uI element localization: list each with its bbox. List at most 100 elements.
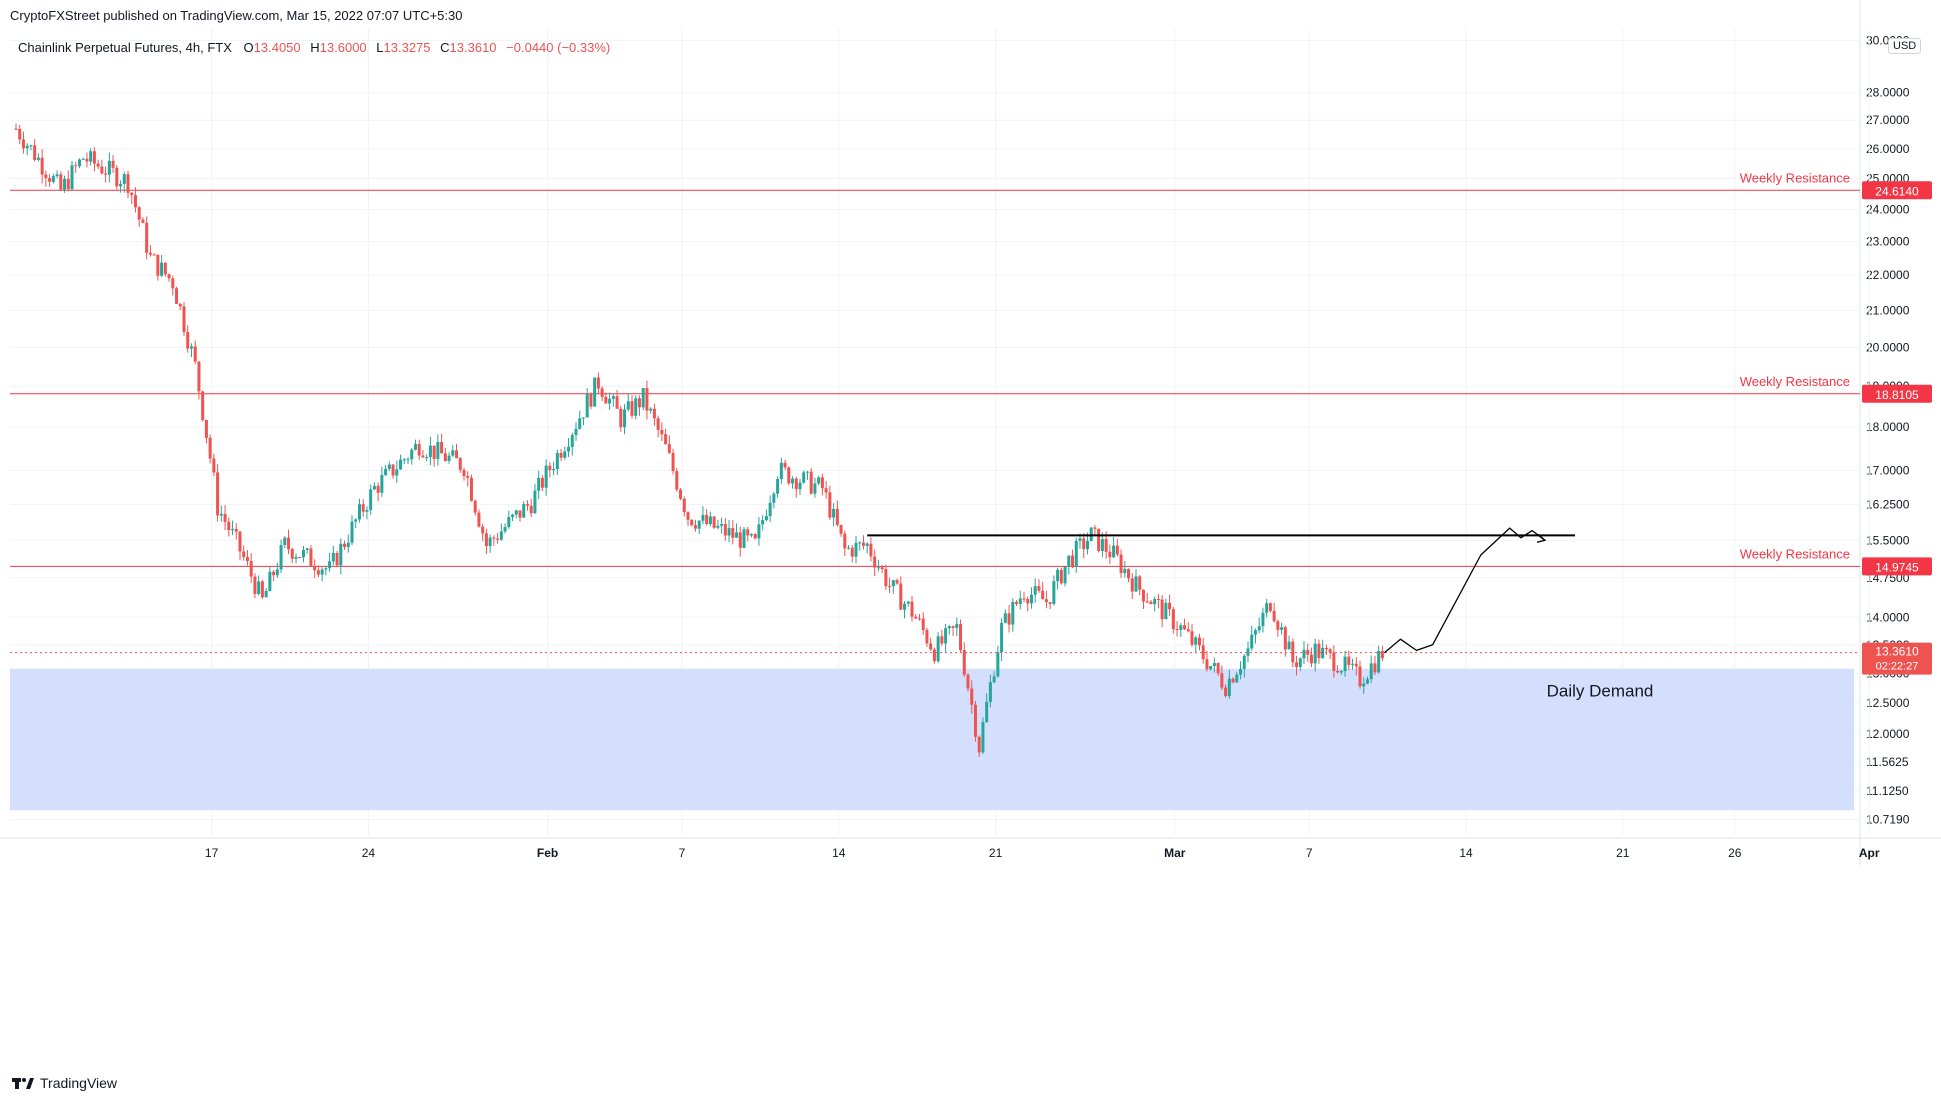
candle-body — [794, 478, 798, 490]
candle-body — [1018, 598, 1022, 604]
candle-body — [1250, 634, 1254, 649]
candle-body — [111, 160, 115, 168]
x-tick-label: 14 — [832, 846, 846, 860]
candle-body — [697, 520, 701, 529]
candle-body — [906, 601, 910, 604]
candle-body — [357, 504, 361, 520]
candle-body — [593, 377, 597, 407]
candle-body — [1190, 631, 1194, 645]
candle-body — [869, 543, 873, 557]
candle-body — [742, 529, 746, 548]
candle-body — [21, 139, 25, 149]
y-tick-label: 12.0000 — [1866, 727, 1910, 741]
publisher-line: CryptoFXStreet published on TradingView.… — [10, 8, 463, 23]
candle-body — [925, 629, 929, 644]
candle-body — [723, 524, 727, 536]
candle-body — [145, 222, 149, 253]
candle-body — [988, 682, 992, 702]
candle-body — [18, 128, 22, 140]
candle-body — [817, 477, 821, 484]
candle-body — [1115, 545, 1119, 555]
footer-brand[interactable]: TradingView — [12, 1075, 117, 1091]
candle-body — [440, 441, 444, 454]
candle-body — [936, 636, 940, 662]
candle-body — [843, 533, 847, 549]
candle-body — [1339, 671, 1343, 673]
y-tick-label: 14.0000 — [1866, 610, 1910, 624]
candle-body — [279, 545, 283, 570]
candle-body — [693, 525, 697, 529]
candle-body — [14, 128, 18, 130]
candle-body — [996, 652, 1000, 677]
candle-body — [156, 254, 160, 276]
candle-body — [798, 482, 802, 490]
candle-body — [623, 409, 627, 428]
candle-body — [1048, 602, 1052, 604]
candle-body — [1026, 598, 1030, 604]
candle-body — [876, 567, 880, 569]
candle-body — [96, 163, 100, 167]
candle-body — [559, 452, 563, 458]
candle-body — [122, 174, 126, 184]
currency-badge[interactable]: USD — [1888, 38, 1922, 54]
candle-body — [1052, 581, 1056, 604]
candle-body — [985, 701, 989, 723]
candle-body — [1071, 555, 1075, 567]
candle-body — [1291, 641, 1295, 663]
candle-body — [92, 151, 96, 164]
candle-body — [36, 157, 40, 160]
candle-body — [119, 183, 123, 187]
candle-body — [432, 445, 436, 459]
candle-body — [981, 722, 985, 753]
candle-body — [63, 178, 67, 190]
candle-body — [443, 453, 447, 462]
candle-body — [903, 603, 907, 610]
candle-body — [746, 529, 750, 536]
candle-body — [1321, 647, 1325, 659]
candle-body — [335, 552, 339, 566]
y-tick-label: 18.0000 — [1866, 420, 1910, 434]
candle-body — [537, 477, 541, 491]
candle-body — [204, 419, 208, 438]
candle-body — [858, 542, 862, 544]
candle-body — [148, 252, 152, 255]
candle-body — [626, 401, 630, 410]
candle-body — [1056, 569, 1060, 582]
candle-body — [1373, 663, 1377, 673]
candle-body — [178, 303, 182, 307]
candle-body — [1280, 627, 1284, 630]
candle-body — [884, 569, 888, 587]
candle-body — [1022, 598, 1026, 600]
y-tick-label: 15.5000 — [1866, 533, 1910, 547]
candle-body — [1127, 569, 1131, 579]
price-tag-label: 14.9745 — [1875, 560, 1919, 574]
candle-body — [555, 452, 559, 470]
candle-body — [805, 471, 809, 473]
y-tick-label: 21.0000 — [1866, 303, 1910, 317]
candle-body — [406, 459, 410, 461]
candle-body — [1309, 654, 1313, 664]
x-tick-label: 26 — [1728, 846, 1742, 860]
candle-body — [1265, 603, 1269, 613]
candle-body — [231, 528, 235, 531]
candle-body — [466, 476, 470, 478]
candle-body — [1015, 601, 1019, 604]
candle-body — [637, 398, 641, 408]
candle-body — [947, 626, 951, 629]
candle-body — [163, 262, 167, 275]
candle-body — [395, 469, 399, 476]
candle-body — [787, 467, 791, 484]
candle-body — [201, 391, 205, 420]
candle-body — [417, 444, 421, 456]
candle-body — [503, 527, 507, 532]
candle-body — [44, 174, 48, 179]
candle-body — [1239, 668, 1243, 675]
candle-body — [776, 479, 780, 494]
candle-body — [81, 158, 85, 160]
candle-body — [1242, 655, 1246, 669]
candle-body — [951, 626, 955, 628]
last-price-countdown: 02:22:27 — [1876, 661, 1919, 673]
candle-body — [70, 165, 74, 190]
candle-body — [126, 174, 130, 193]
